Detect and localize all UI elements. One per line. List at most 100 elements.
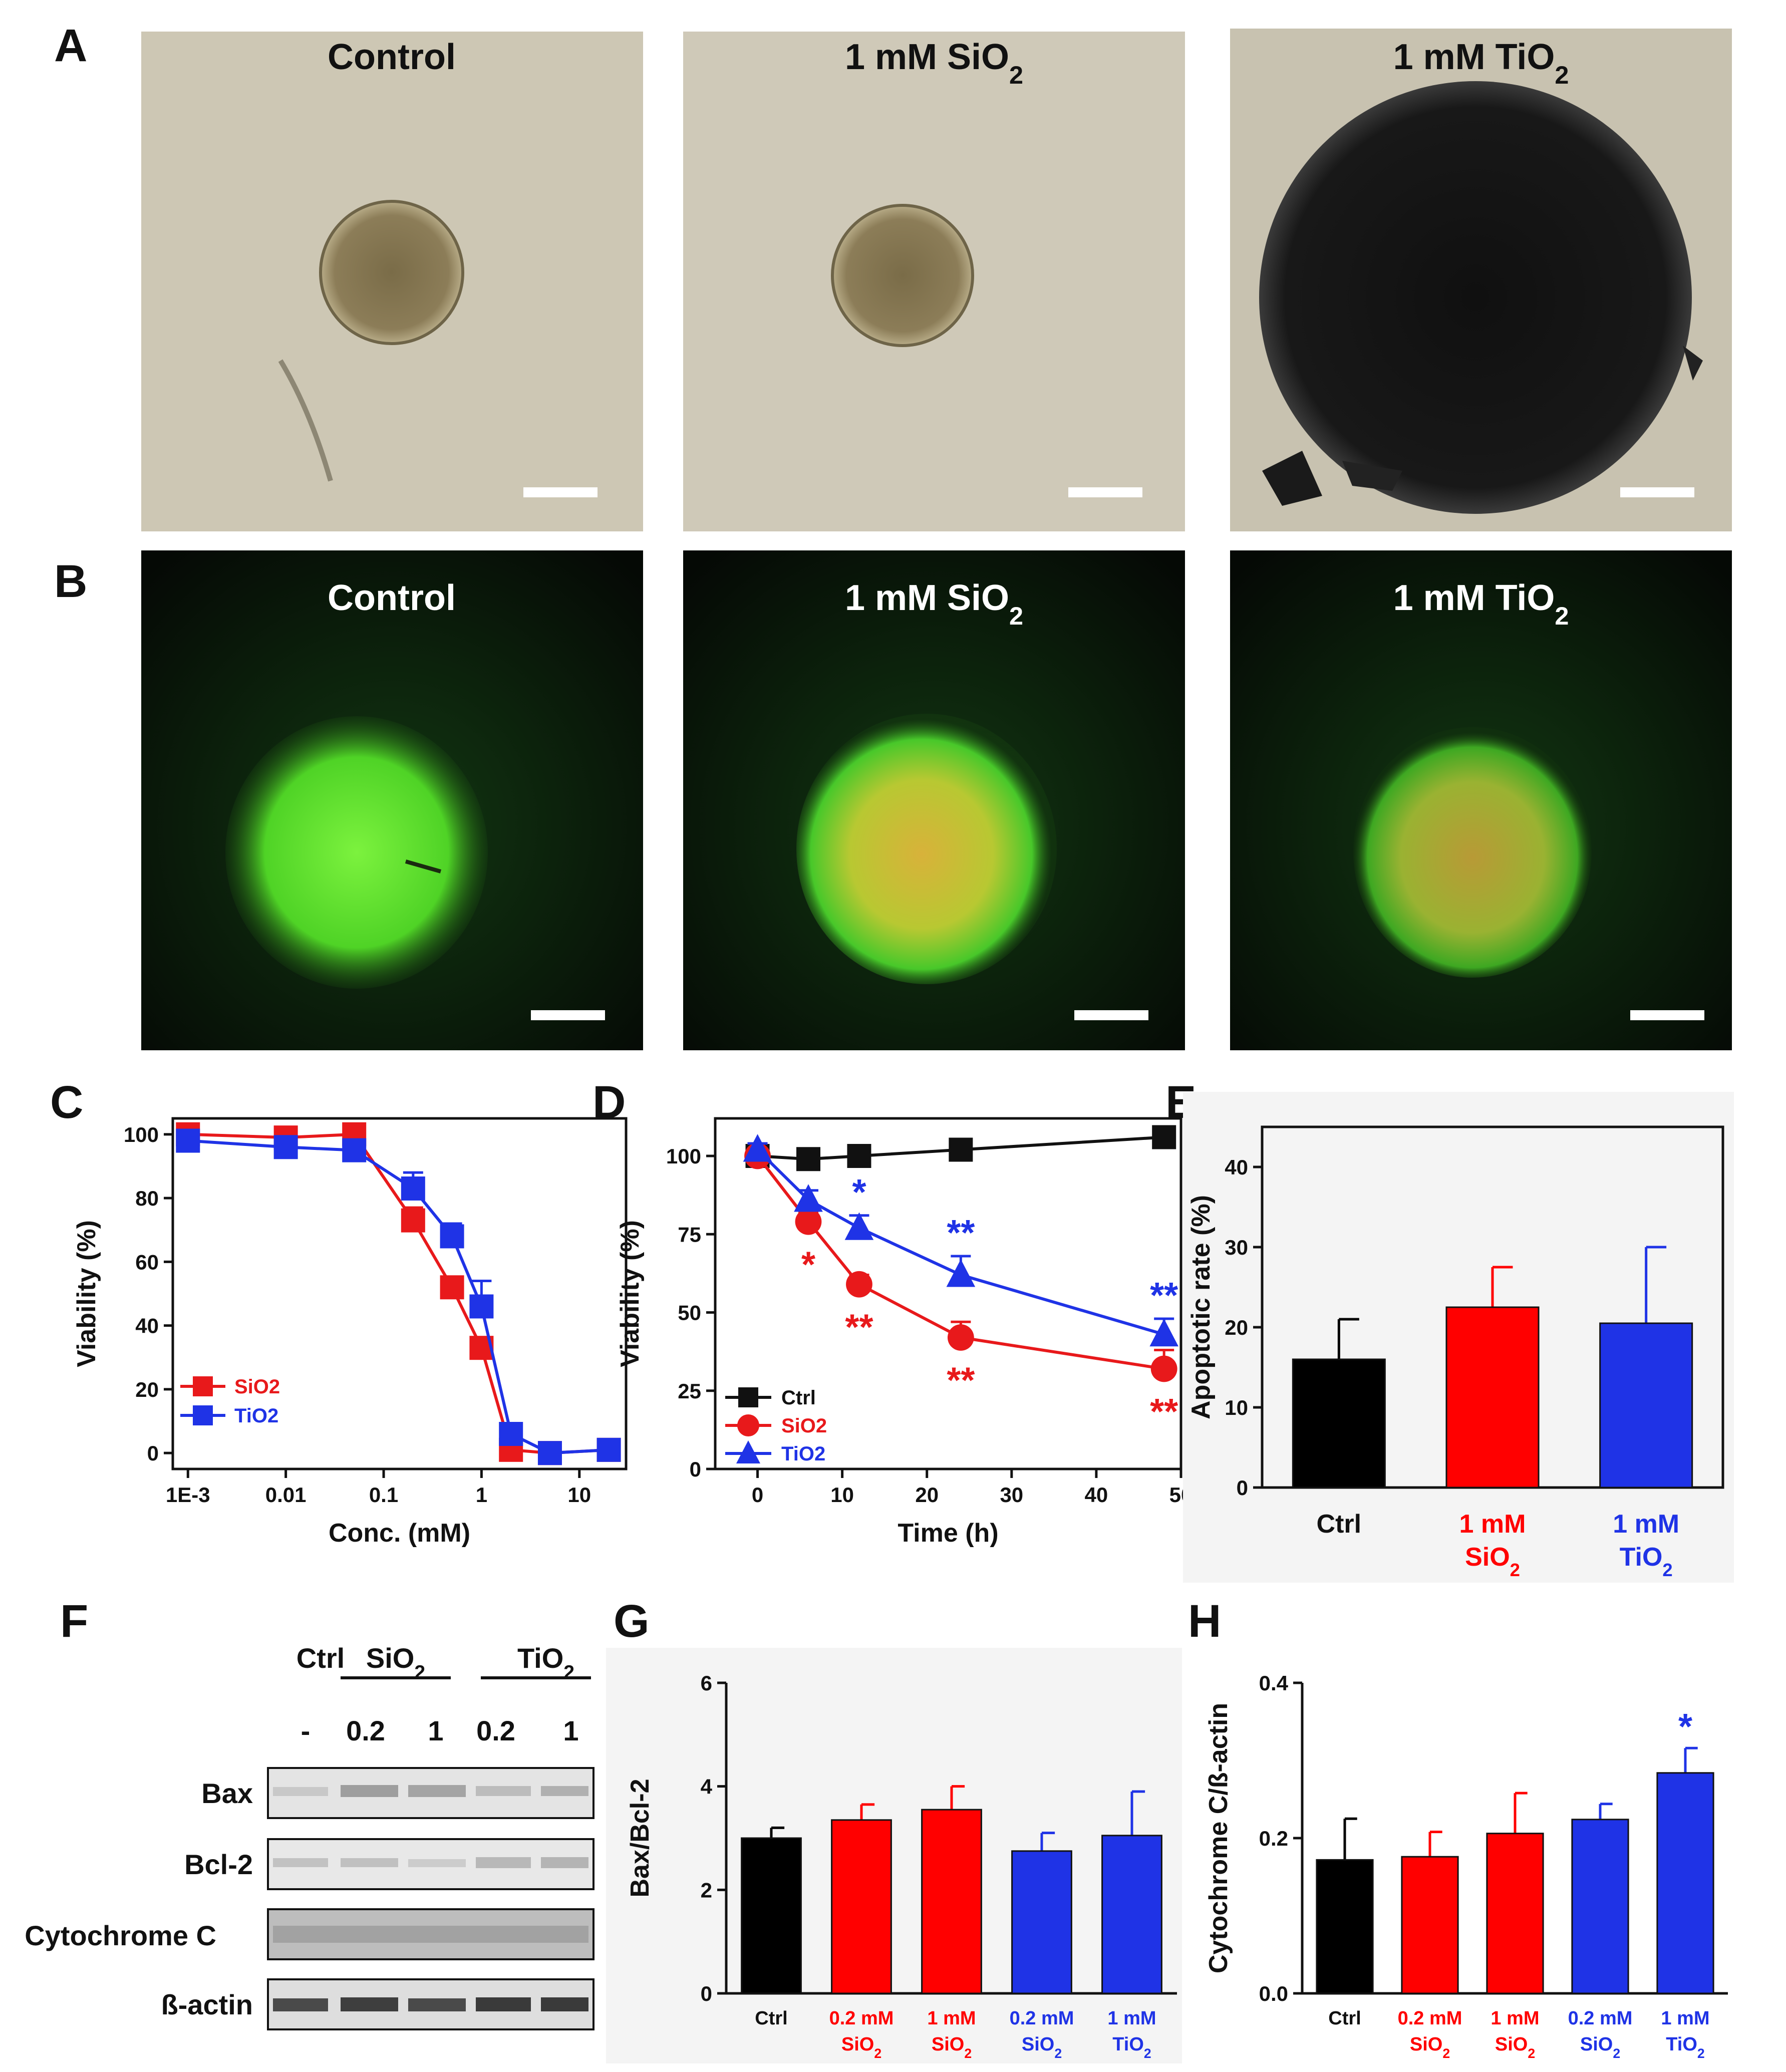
chart-d-point-Ctrl [847,1144,871,1168]
chart-c-point-TiO2 [401,1176,425,1201]
chart-g-category-label: TiO2 [1112,2034,1151,2061]
title-b-sio2: 1 mM SiO2 [845,578,1023,630]
chart-d-xtick-label: 20 [915,1483,939,1507]
chart-d-sig-star: * [852,1172,866,1213]
wb-lane-2: 0.2 [346,1715,385,1746]
chart-d-sig-star: ** [947,1361,975,1401]
chart-e-category-label: SiO2 [1465,1543,1520,1580]
wb-lane-4: 0.2 [476,1715,515,1746]
image-b-control: Control [141,550,643,1050]
chart-d-sig-star: ** [1150,1392,1178,1432]
wb-lane-3: 1 [428,1715,443,1746]
chart-c-xlabel: Conc. (mM) [329,1519,470,1548]
panel-label-c: C [50,1077,83,1128]
chart-d-sig-star: ** [1150,1276,1178,1316]
chart-d-frame [714,1117,1182,1470]
panel-label-a: A [54,20,87,71]
chart-g-bar [741,1837,802,1994]
chart-c-ylabel: Viability (%) [72,1220,101,1367]
chart-e-ytick-label: 10 [1225,1396,1248,1419]
chart-e-category-label: 1 mM [1613,1510,1679,1539]
wb-lane-5: 1 [563,1715,578,1746]
chart-h-bar [1401,1856,1459,1994]
chart-d-ytick-label: 100 [666,1144,701,1168]
chart-d-legend-marker [738,1387,758,1407]
chart-d-point-TiO2 [794,1184,823,1212]
title-a-tio2: 1 mM TiO2 [1393,37,1569,89]
chart-h-category-label: 1 mM [1661,2008,1709,2029]
chart-e-ytick-label: 30 [1225,1236,1248,1259]
chart-c-concentration: Viability (%) Conc. (mM) 0 20 40 60 80 100 1E-… [72,1117,628,1548]
chart-c-ytick-label: 0 [147,1441,159,1465]
image-a-control: Control [141,32,643,531]
chart-d-point-SiO2 [1150,1355,1177,1382]
chart-g-category-label: 0.2 mM [829,2008,894,2029]
chart-c-ytick-label: 80 [135,1187,159,1210]
chart-g-ylabel: Bax/Bcl-2 [626,1779,655,1898]
chart-h-category-label: Ctrl [1328,2008,1361,2029]
chart-d-point-TiO2 [844,1212,874,1240]
panel-label-b: B [54,556,87,607]
chart-g-category-label: SiO2 [1022,2034,1062,2061]
image-a-sio2: 1 mM SiO2 [683,32,1185,531]
chart-e-ylabel: Apoptotic rate (%) [1186,1195,1216,1419]
image-b-tio2: 1 mM TiO2 [1230,550,1732,1050]
chart-d-sig-star: ** [845,1307,873,1347]
chart-d-point-SiO2 [795,1208,822,1235]
chart-e-bar [1292,1358,1386,1489]
chart-h-bar [1486,1833,1544,1994]
chart-g-bar [831,1819,892,1994]
chart-d-xtick-label: 30 [1000,1483,1023,1507]
wb-label-bax: Bax [201,1778,253,1809]
title-b-control: Control [328,578,456,618]
chart-g-category-label: SiO2 [841,2034,881,2061]
chart-d-sig-star: ** [947,1213,975,1253]
chart-c-ytick-label: 100 [124,1123,159,1146]
chart-d-point-TiO2 [1149,1319,1178,1347]
chart-e-category-label: 1 mM [1459,1510,1526,1539]
chart-d-xtick-label: 0 [752,1483,763,1507]
chart-d-ytick-label: 75 [678,1223,701,1246]
wb-row-bax: Bax [201,1767,594,1819]
chart-g-category-label: SiO2 [932,2034,972,2061]
image-a-tio2: 1 mM TiO2 [1230,29,1732,531]
chart-c-xtick-label: 0.1 [369,1483,398,1507]
title-b-tio2: 1 mM TiO2 [1393,578,1569,630]
row-b-fluorescence: Control 1 mM SiO2 1 mM TiO2 [141,550,1732,1050]
chart-c-point-SiO2 [440,1275,464,1300]
chart-d-legend-marker [736,1440,760,1463]
title-a-control: Control [328,37,456,77]
chart-g-background [606,1648,1182,2063]
chart-h-bar [1571,1819,1629,1994]
chart-e-ytick-label: 40 [1225,1155,1248,1179]
chart-c-ytick-label: 40 [135,1314,159,1338]
chart-g-category-label: 1 mM [1107,2008,1156,2029]
chart-g-category-label: 1 mM [927,2008,976,2029]
chart-h-ytick-label: 0.4 [1259,1671,1289,1695]
chart-d-time: Viability (%) Time (h) 0 25 50 75 100 0 10 20 30… [616,1117,1193,1548]
chart-c-xtick-label: 0.01 [265,1483,307,1507]
wb-lane-1: - [301,1715,311,1746]
chart-e-category-label: Ctrl [1317,1510,1362,1539]
chart-h-cytochrome-c: Cytochrome C/ß-actin 0.0 0.2 0.4 Ctrl 0.2 mM… [1204,1671,1728,2061]
chart-c-frame [171,1117,628,1470]
chart-g-bar [1011,1850,1072,1994]
title-a-sio2: 1 mM SiO2 [845,37,1023,89]
chart-h-category-label: SiO2 [1580,2034,1620,2061]
chart-d-xtick-label: 10 [830,1483,854,1507]
chart-h-ytick-label: 0.2 [1259,1827,1288,1850]
chart-d-ytick-label: 50 [678,1301,701,1325]
chart-g-ytick-label: 0 [701,1982,712,2005]
chart-h-ylabel: Cytochrome C/ß-actin [1204,1703,1233,1973]
chart-d-legend-label: Ctrl [781,1387,816,1409]
row-a-brightfield: Control 1 mM SiO2 1 mM TiO2 [141,29,1732,531]
panel-label-g: G [614,1596,650,1647]
chart-c-point-TiO2 [469,1294,494,1319]
western-blot-f: Ctrl SiO2 TiO2 - 0.2 1 0.2 1 Bax [25,1642,594,2030]
wb-row-beta-actin: ß-actin [161,1978,594,2030]
chart-d-ytick-label: 0 [690,1457,701,1481]
chart-d-xlabel: Time (h) [898,1519,998,1548]
chart-c-point-SiO2 [401,1208,425,1233]
chart-h-bar [1656,1772,1714,1994]
chart-c-legend-label: SiO2 [234,1376,280,1398]
